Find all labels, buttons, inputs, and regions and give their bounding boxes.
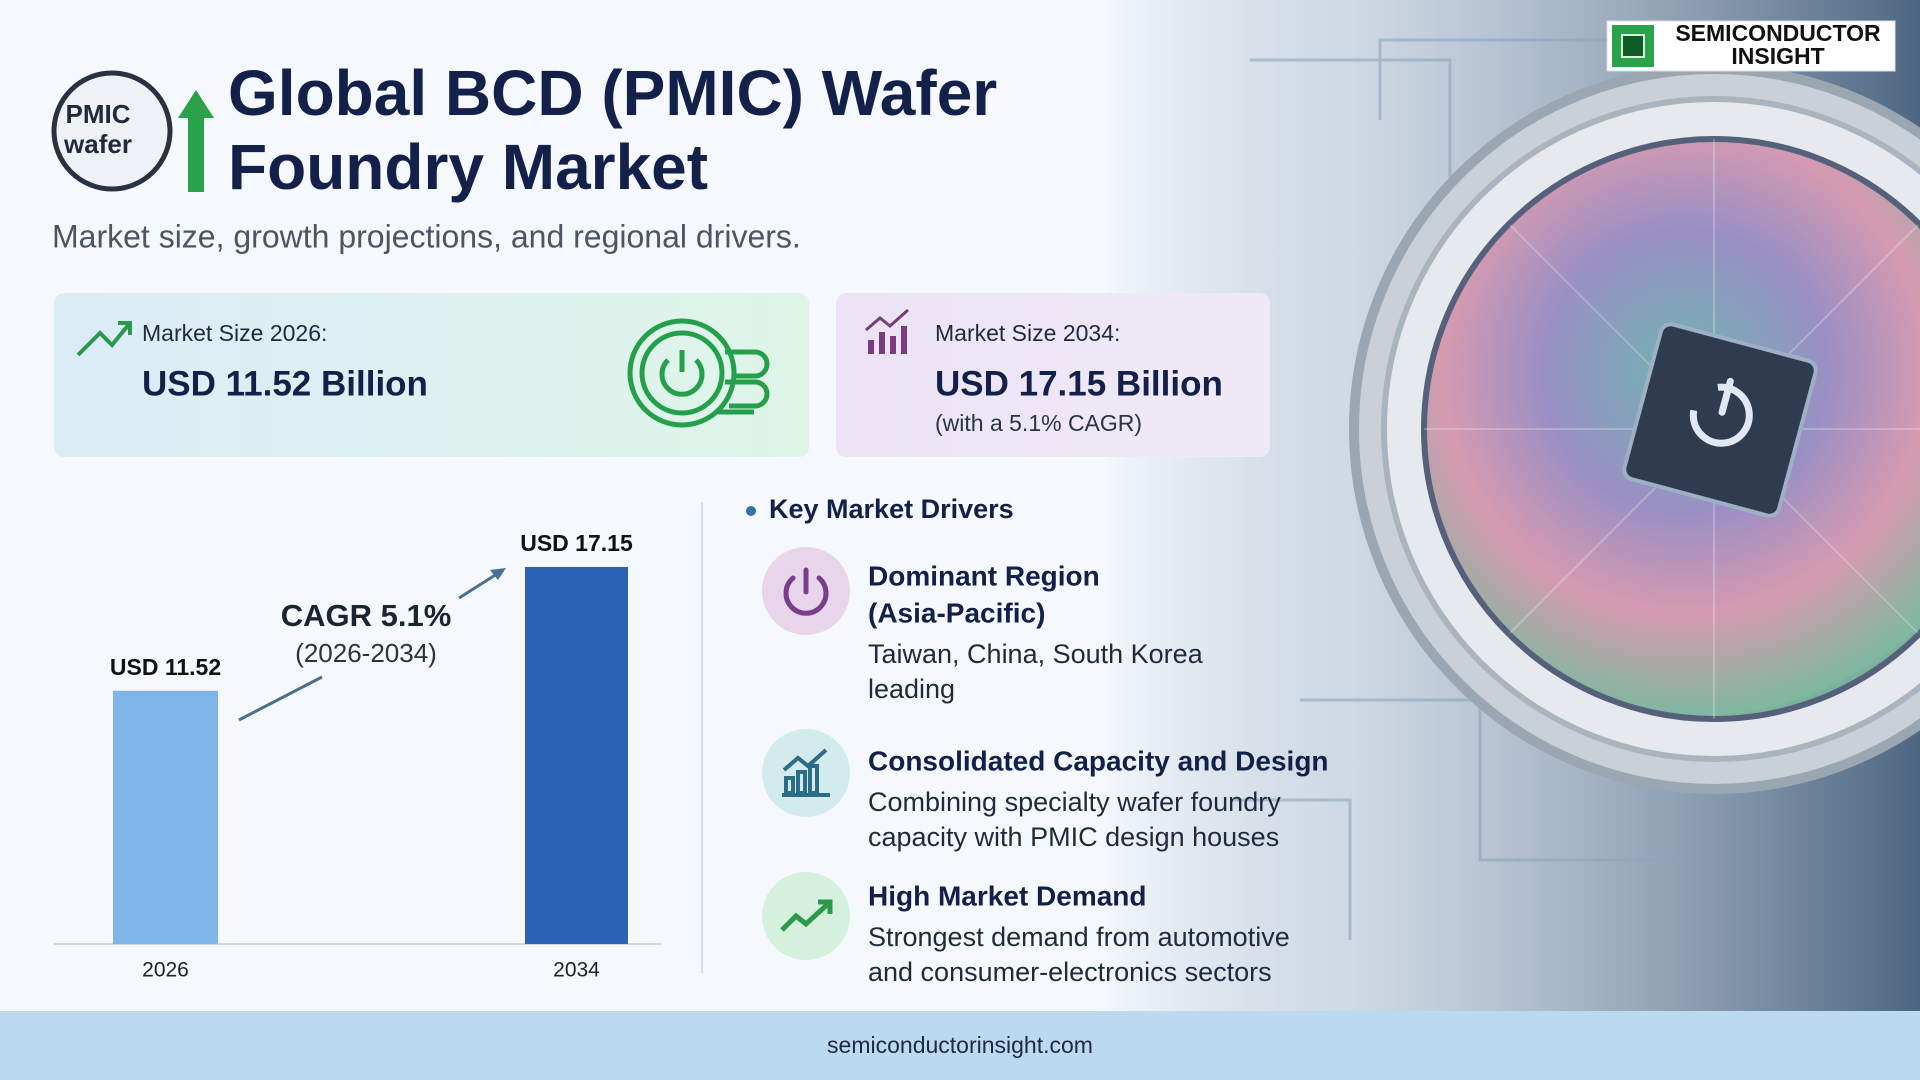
brand-text: SEMICONDUCTOR (1675, 20, 1881, 46)
subtitle: Market size, growth projections, and reg… (52, 218, 801, 254)
x-tick-label: 2026 (142, 959, 189, 982)
bar (113, 690, 218, 944)
card-label: Market Size 2026: (142, 320, 327, 346)
annotation-arrow (458, 570, 501, 600)
chart-icon (782, 748, 830, 797)
bar (525, 567, 628, 944)
driver-title: Dominant Region (868, 560, 1100, 591)
power-icon (783, 575, 829, 616)
annotation: CAGR 5.1% (281, 598, 452, 633)
x-tick-label: 2034 (553, 959, 600, 982)
trend-icon (780, 899, 833, 932)
title: Foundry Market (228, 131, 708, 203)
card-value: USD 17.15 Billion (935, 364, 1223, 403)
driver-title: High Market Demand (868, 880, 1147, 911)
driver-desc: Combining specialty wafer foundry (868, 787, 1281, 817)
driver-title: (Asia-Pacific) (868, 597, 1045, 628)
card-note: (with a 5.1% CAGR) (935, 410, 1142, 436)
driver-icon (762, 872, 850, 960)
chip-illustration (1100, 0, 1920, 1011)
logo-text: wafer (63, 129, 132, 159)
driver-desc: leading (868, 674, 955, 704)
driver-desc: capacity with PMIC design houses (868, 822, 1279, 852)
card-label: Market Size 2034: (935, 320, 1120, 346)
brand-box (1606, 20, 1896, 72)
arrow-head (490, 568, 506, 580)
title: Global BCD (PMIC) Wafer (228, 57, 997, 129)
brand-text: INSIGHT (1731, 43, 1824, 69)
logo-circle (51, 70, 173, 192)
footer-bar (0, 1011, 1920, 1080)
driver-desc: Strongest demand from automotive (868, 922, 1290, 952)
driver-desc: Taiwan, China, South Korea (868, 639, 1204, 669)
bullet (746, 506, 756, 516)
coin-icon (627, 318, 770, 428)
annotation-arrow (238, 675, 323, 722)
logo-text: PMIC (66, 99, 131, 129)
logo-arrow (178, 90, 214, 192)
value-label: USD 17.15 (520, 530, 633, 556)
footer-text: semiconductorinsight.com (827, 1032, 1093, 1058)
brand-chip (1621, 34, 1645, 58)
driver-desc: and consumer-electronics sectors (868, 957, 1272, 987)
card (54, 293, 809, 457)
driver-title: Consolidated Capacity and Design (868, 745, 1329, 776)
annotation-sub: (2026-2034) (295, 638, 437, 668)
trend-icon (76, 321, 132, 357)
value-label: USD 11.52 (110, 654, 221, 680)
drivers-title: Key Market Drivers (769, 494, 1014, 524)
bars-icon (865, 308, 909, 354)
card-value: USD 11.52 Billion (142, 364, 428, 403)
card (836, 293, 1270, 457)
